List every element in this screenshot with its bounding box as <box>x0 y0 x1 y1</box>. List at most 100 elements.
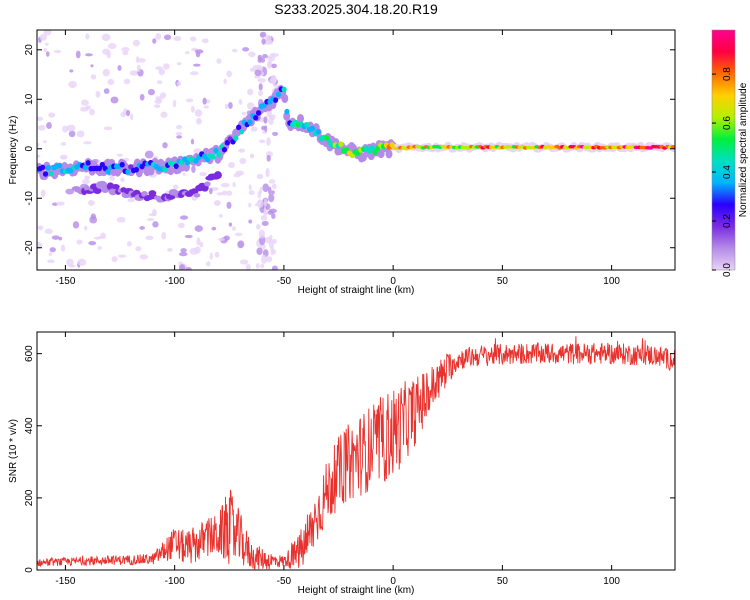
spectrogram-x-label: Height of straight line (km) <box>298 285 415 296</box>
spectrogram-lower-branch-blob <box>111 184 120 190</box>
spectrogram-noise-blob <box>37 142 40 148</box>
spectrogram-noise-blob <box>80 106 89 112</box>
spectrogram-ridge-blob <box>96 165 103 172</box>
spectrogram-noise-blob <box>185 267 192 270</box>
spectrogram-ridge-blob <box>210 153 216 160</box>
spectrogram-noise-blob <box>116 153 123 157</box>
colorbar: 0.0 0.2 0.4 0.6 0.8 Normalized spectral ampl… <box>711 29 749 277</box>
spectrogram-noise-blob <box>195 117 202 125</box>
snr-panel: -150 -100 -50 0 50 100 0 200 400 600 Height of s… <box>8 331 676 596</box>
spectrogram-noise-blob <box>125 109 131 117</box>
spectrogram-noise-blob <box>196 237 201 246</box>
spectrogram-noise-blob <box>120 177 125 182</box>
spectrogram-noise-blob <box>39 33 47 41</box>
spectrogram-noise-blob <box>269 234 273 241</box>
spectrogram-noise-blob <box>139 93 145 101</box>
spectrogram-noise-blob <box>121 46 130 53</box>
spectrogram-lower-branch-blob <box>148 190 157 197</box>
spectrogram-noise-blob <box>268 238 274 249</box>
spectrogram-noise-blob <box>232 226 236 231</box>
spectrogram-noise-blob <box>237 240 245 249</box>
spectrogram-noise-blob <box>223 78 227 85</box>
spectrogram-noise-blob <box>51 235 60 240</box>
spectrogram-noise-blob <box>231 48 238 53</box>
snr-y-tick-label: 400 <box>24 417 35 434</box>
spectrogram-noise-blob <box>157 80 163 85</box>
snr-x-tick-label: 50 <box>497 576 509 587</box>
spectrogram-noise-blob <box>90 213 96 220</box>
spectrogram-noise-blob <box>264 34 272 42</box>
spectrogram-noise-blob <box>272 249 277 255</box>
spectrogram-noise-blob <box>102 48 111 55</box>
spectrogram-noise-blob <box>80 99 89 106</box>
spectrogram-noise-blob <box>248 219 253 224</box>
spectrogram-noise-blob <box>256 173 264 180</box>
spectrogram-y-tick-label: -20 <box>24 240 35 255</box>
spectrogram-noise-blob <box>246 102 255 110</box>
spectrogram-noise-blob <box>263 116 268 124</box>
spectrogram-ridge-blob <box>255 110 262 116</box>
spectrogram-noise-blob <box>89 108 95 116</box>
spectrogram-noise-blob <box>271 190 275 195</box>
spectrogram-noise-blob <box>68 80 77 89</box>
spectrogram-noise-blob <box>88 240 97 246</box>
spectrogram-noise-blob <box>179 251 188 257</box>
colorbar-frame <box>711 29 736 271</box>
spectrogram-noise-blob <box>189 71 199 76</box>
spectrogram-noise-blob <box>60 156 67 160</box>
spectrogram-noise-blob <box>271 183 277 190</box>
spectrogram-ridge-blob <box>369 145 375 151</box>
spectrogram-x-tick-label: 100 <box>603 276 620 287</box>
spectrogram-noise-blob <box>250 126 258 132</box>
spectrogram-noise-blob <box>228 162 235 169</box>
spectrogram-noise-blob <box>132 39 141 47</box>
spectrogram-noise-blob <box>48 252 53 256</box>
spectrogram-noise-blob <box>241 111 247 116</box>
spectrogram-ridge-blob <box>389 142 395 148</box>
spectrogram-ridge-blob <box>315 128 321 135</box>
spectrogram-noise-blob <box>190 138 195 145</box>
spectrogram-noise-blob <box>87 199 95 206</box>
spectrogram-lower-branch-blob <box>193 193 201 198</box>
spectrogram-noise-blob <box>43 30 52 36</box>
spectrogram-ridge-blob <box>247 119 253 125</box>
spectrogram-noise-blob <box>162 142 168 149</box>
spectrogram-noise-blob <box>178 264 186 270</box>
spectrogram-noise-blob <box>147 88 155 96</box>
spectrogram-ridge-blob <box>42 171 49 177</box>
spectrogram-lower-branch-blob <box>83 185 90 192</box>
spectrogram-noise-blob <box>107 78 115 86</box>
spectrogram-ridge-blob <box>173 163 179 169</box>
spectrogram-noise-blob <box>271 265 278 270</box>
spectrogram-noise-blob <box>95 90 101 98</box>
spectrogram-noise-blob <box>37 225 44 231</box>
spectrogram-ridge-blob <box>261 102 267 109</box>
snr-x-tick-label: -100 <box>165 576 185 587</box>
spectrogram-noise-blob <box>248 190 255 196</box>
spectrogram-noise-blob <box>266 61 272 69</box>
spectrogram-noise-blob <box>256 199 264 209</box>
spectrogram-noise-blob <box>249 67 256 72</box>
spectrogram-lower-branch-blob <box>106 182 115 191</box>
spectrogram-noise-blob <box>182 172 186 176</box>
spectrogram-noise-blob <box>268 179 276 184</box>
spectrogram-noise-blob <box>172 184 179 190</box>
spectrogram-noise-blob <box>139 254 149 260</box>
spectrogram-noise-blob <box>218 214 223 218</box>
snr-y-ticks: 0 200 400 600 <box>24 345 675 573</box>
spectrogram-ridge-halo <box>283 111 291 121</box>
spectrogram-noise-blob <box>199 171 207 177</box>
spectrogram-noise-blob <box>222 190 228 196</box>
spectrogram-noise-blob <box>154 104 161 109</box>
spectrogram-ridge-blob <box>670 144 675 149</box>
spectrogram-ridge-blob <box>82 164 88 171</box>
spectrogram-ridge-blob <box>221 146 228 153</box>
spectrogram-noise-blob <box>37 154 41 158</box>
spectrogram-noise-blob <box>266 154 271 162</box>
spectrogram-noise-blob <box>37 116 44 121</box>
spectrogram-ridge-blob <box>338 141 344 147</box>
spectrogram-noise-blob <box>216 192 224 196</box>
spectrogram-x-tick-label: 0 <box>390 276 396 287</box>
spectrogram-noise-blob <box>260 254 267 264</box>
spectrogram-ridge-blob <box>45 164 51 171</box>
